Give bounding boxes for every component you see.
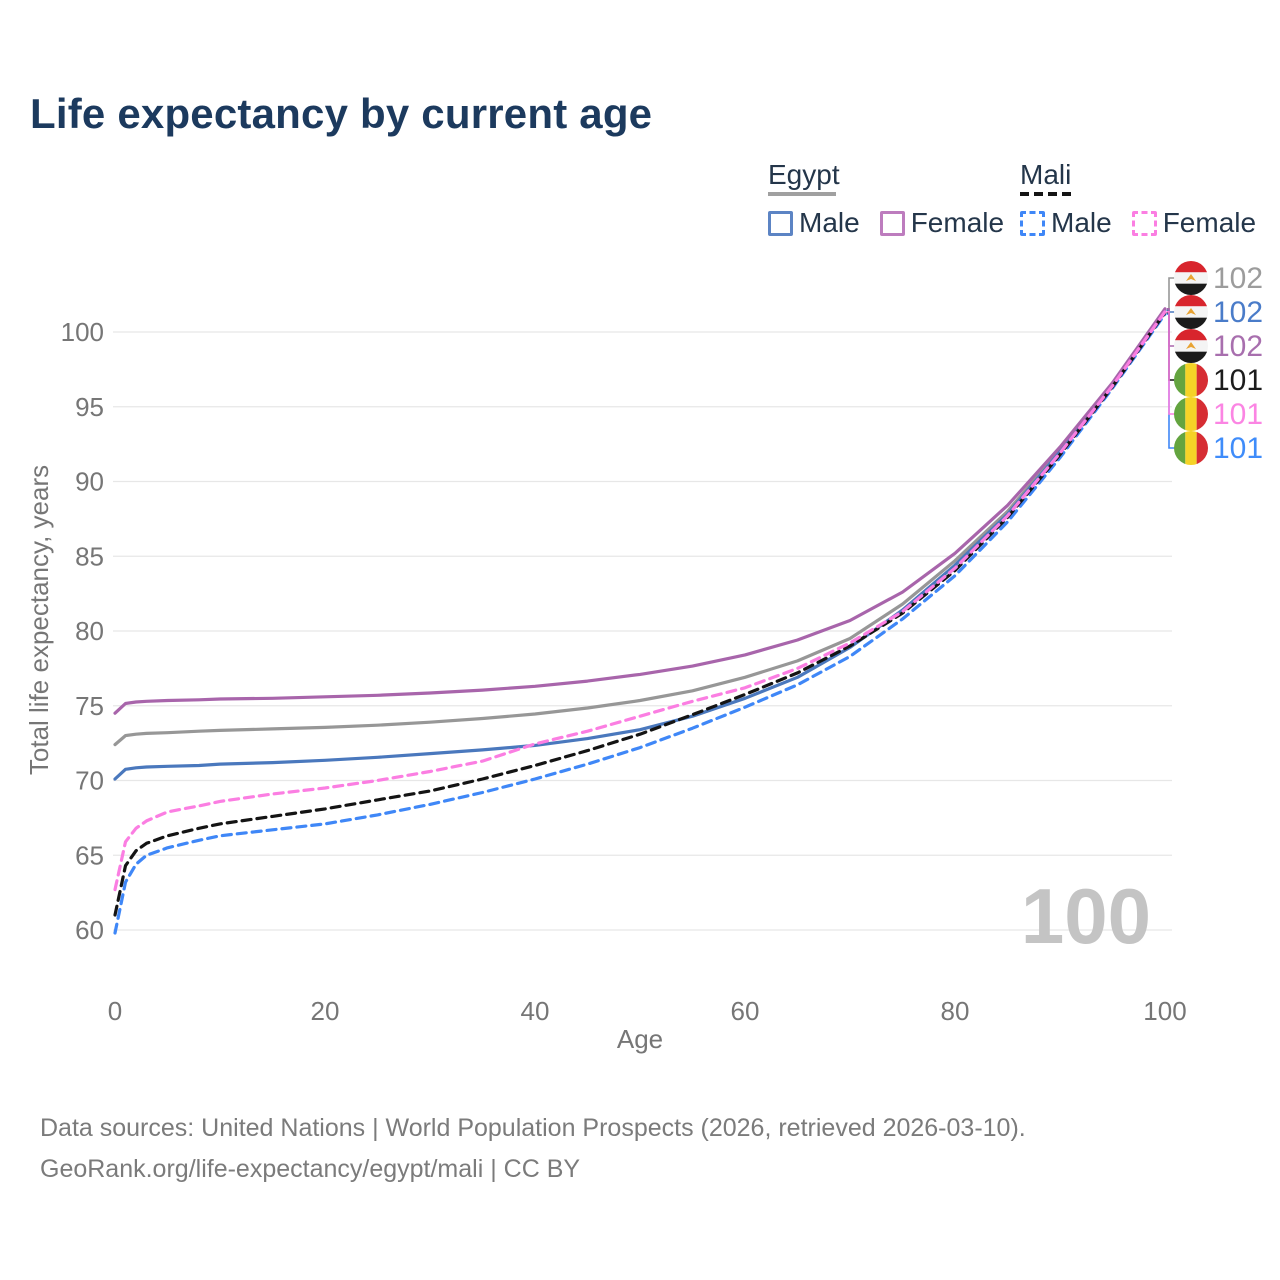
series-line-egypt-male[interactable]	[113, 308, 1167, 781]
legend-egypt-male-label: Male	[799, 207, 860, 238]
legend-egypt-label[interactable]: Egypt	[768, 159, 840, 190]
series-line-mali-both[interactable]	[113, 311, 1167, 917]
series-line-mali-male[interactable]	[113, 312, 1167, 935]
x-tick-label-20: 20	[311, 996, 340, 1026]
series-line-egypt-female[interactable]	[113, 307, 1167, 715]
x-tick-label-80: 80	[941, 996, 970, 1026]
end-value-label-egypt-both: 102	[1213, 262, 1263, 295]
y-tick-label-75: 75	[75, 691, 104, 721]
legend: Egypt Male Female Mali Male Female	[768, 160, 1276, 239]
end-value-label-egypt-female: 102	[1213, 330, 1263, 363]
legend-mali-female-label: Female	[1162, 207, 1257, 238]
legend-mali-female-toggle[interactable]: Female	[1131, 207, 1257, 239]
legend-mali-male-toggle[interactable]: Male	[1020, 207, 1112, 239]
end-value-label-mali-both: 101	[1213, 364, 1263, 397]
data-sources-text: Data sources: United Nations | World Pop…	[40, 1114, 1026, 1142]
legend-egypt-line-sample	[768, 192, 836, 196]
egypt-flag-icon	[1174, 261, 1208, 295]
egypt-flag-icon	[1174, 329, 1208, 363]
y-tick-label-85: 85	[75, 541, 104, 571]
x-tick-label-60: 60	[731, 996, 760, 1026]
end-value-label-mali-male: 101	[1213, 432, 1263, 465]
x-tick-label-40: 40	[521, 996, 550, 1026]
legend-group-mali: Mali Male Female	[1020, 160, 1276, 239]
legend-mali-label[interactable]: Mali	[1020, 159, 1072, 190]
mali-flag-icon	[1174, 363, 1208, 397]
series-line-egypt-both[interactable]	[113, 308, 1167, 747]
georank-attribution-link[interactable]: GeoRank.org/life-expectancy/egypt/mali |…	[40, 1155, 581, 1183]
legend-mali-line-sample	[1020, 192, 1074, 196]
y-tick-label-90: 90	[75, 467, 104, 497]
x-axis-title: Age	[617, 1024, 663, 1054]
mali-female-checkbox-icon[interactable]	[1131, 210, 1157, 236]
y-tick-label-60: 60	[75, 915, 104, 945]
x-tick-label-100: 100	[1143, 996, 1186, 1026]
y-tick-label-80: 80	[75, 616, 104, 646]
legend-egypt-female-label: Female	[910, 207, 1005, 238]
end-value-label-egypt-male: 102	[1213, 296, 1263, 329]
egypt-flag-icon	[1174, 295, 1208, 329]
x-tick-label-0: 0	[108, 996, 122, 1026]
y-tick-label-95: 95	[75, 392, 104, 422]
chart-footer: Data sources: United Nations | World Pop…	[40, 1108, 1026, 1190]
mali-flag-icon	[1174, 431, 1208, 465]
y-tick-label-65: 65	[75, 840, 104, 870]
page-title: Life expectancy by current age	[30, 90, 653, 137]
mali-flag-icon	[1174, 397, 1208, 431]
end-label-connector	[1167, 311, 1175, 415]
legend-group-egypt: Egypt Male Female	[768, 160, 1020, 239]
legend-egypt-male-toggle[interactable]: Male	[768, 207, 860, 239]
life-expectancy-chart: 60 65 70 75 80 85 90 95 100 0 20 40 60 80 100 Age Total …	[24, 261, 1263, 1054]
egypt-female-checkbox-icon[interactable]	[879, 210, 905, 236]
y-tick-label-100: 100	[61, 317, 104, 347]
end-value-label-mali-female: 101	[1213, 398, 1263, 431]
end-label-connector	[1167, 277, 1175, 311]
y-axis-title: Total life expectancy, years	[24, 465, 54, 775]
series-line-mali-female[interactable]	[113, 310, 1167, 892]
y-tick-label-70: 70	[75, 766, 104, 796]
legend-egypt-female-toggle[interactable]: Female	[879, 207, 1005, 239]
mali-male-checkbox-icon[interactable]	[1020, 210, 1045, 236]
egypt-male-checkbox-icon[interactable]	[768, 210, 793, 236]
hover-age-watermark: 100	[1021, 872, 1151, 960]
legend-mali-male-label: Male	[1051, 207, 1112, 238]
